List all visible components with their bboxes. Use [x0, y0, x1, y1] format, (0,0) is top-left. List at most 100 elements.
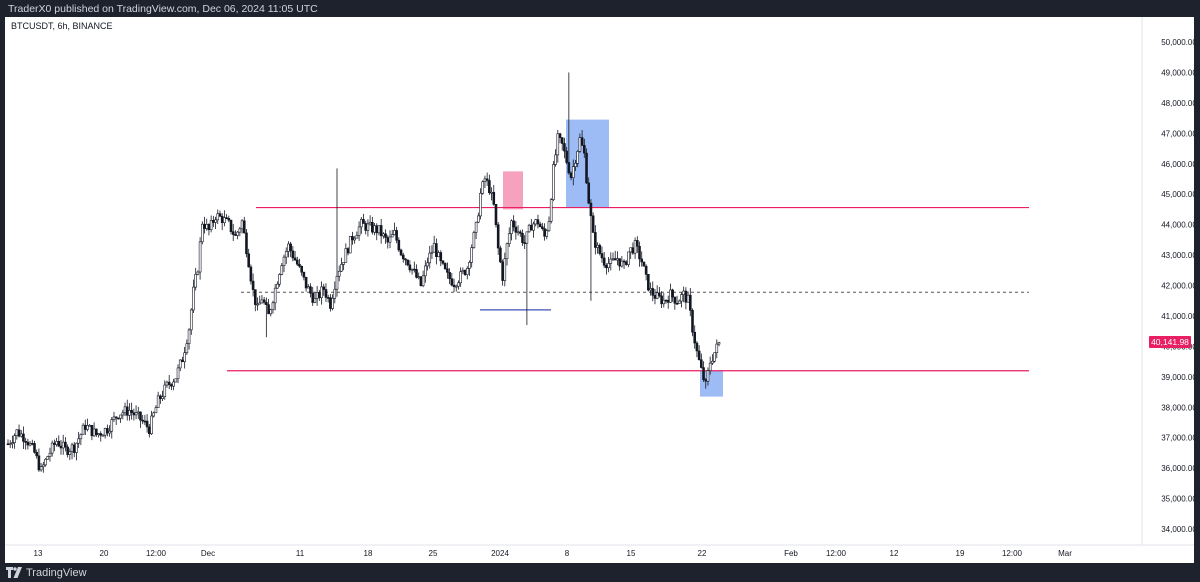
- candle-body: [229, 219, 233, 232]
- candle-body: [315, 291, 319, 299]
- price-chart[interactable]: BTCUSDT, 6h, BINANCE 34,000.0035,000.003…: [5, 17, 1197, 563]
- candle-body: [379, 225, 383, 237]
- candle-body: [53, 442, 56, 445]
- publish-text: TraderX0 published on TradingView.com, D…: [8, 3, 318, 15]
- candle-body: [42, 464, 45, 468]
- candle-body: [227, 218, 231, 221]
- candle-body: [189, 309, 193, 331]
- candle-body: [128, 410, 131, 416]
- candle-body: [417, 276, 421, 279]
- candle-body: [260, 299, 264, 304]
- candle-body: [130, 410, 133, 413]
- candle-body: [492, 191, 496, 205]
- candle-body: [106, 428, 109, 434]
- candle-body: [212, 219, 215, 223]
- candle-body: [585, 152, 588, 184]
- candle-body: [388, 236, 392, 243]
- candle-body: [673, 296, 677, 304]
- y-tick-label: 48,000.00: [1161, 99, 1194, 108]
- price-axis: 34,000.00 35,000.00 36,000.00 37,000.00 38,0…: [1161, 38, 1197, 534]
- candle-series: [6, 72, 721, 473]
- candle-body: [397, 239, 401, 251]
- candle-body: [439, 252, 443, 262]
- candle-body: [664, 299, 668, 302]
- candle-body: [108, 430, 111, 434]
- candle-body: [174, 378, 178, 383]
- candle-body: [717, 342, 721, 345]
- candle-body: [238, 228, 242, 233]
- y-tick-label: 34,000.00: [1161, 525, 1194, 534]
- candle-body: [88, 425, 91, 427]
- candle-body: [97, 433, 100, 436]
- candle-body: [103, 428, 107, 436]
- candle-body: [382, 233, 385, 237]
- candle-body: [443, 263, 447, 270]
- candle-body: [48, 452, 52, 457]
- candle-body: [547, 221, 551, 232]
- candle-body: [13, 435, 16, 443]
- highlight-box: [503, 171, 523, 210]
- candle-body: [591, 215, 595, 233]
- candle-body: [150, 415, 153, 435]
- candle-body: [340, 264, 343, 272]
- x-tick-label: 19: [956, 549, 965, 558]
- candle-body: [145, 420, 149, 428]
- candle-body: [514, 226, 518, 233]
- candle-body: [28, 443, 32, 446]
- candle-body: [287, 243, 290, 252]
- x-tick-label: 12:00: [146, 549, 167, 558]
- x-tick-label: Dec: [201, 549, 215, 558]
- chart-area[interactable]: BTCUSDT, 6h, BINANCE 34,000.00 35,000.00 3…: [5, 17, 1197, 563]
- candle-body: [375, 225, 379, 234]
- candle-body: [24, 441, 27, 443]
- candle-body: [541, 226, 544, 229]
- candle-body: [99, 433, 103, 436]
- candle-body: [565, 150, 568, 163]
- candle-body: [638, 245, 641, 260]
- candle-body: [518, 231, 522, 234]
- candle-body: [225, 217, 228, 219]
- candle-body: [424, 265, 427, 277]
- candle-body: [371, 221, 374, 233]
- candle-body: [479, 192, 482, 217]
- candle-body: [298, 263, 301, 267]
- y-tick-label: 41,000.00: [1161, 312, 1194, 321]
- candle-body: [558, 133, 562, 138]
- candle-body: [620, 260, 624, 267]
- candle-body: [66, 446, 69, 455]
- candle-body: [490, 191, 493, 194]
- candle-body: [640, 258, 644, 263]
- x-tick-label: 12:00: [826, 549, 847, 558]
- candle-body: [265, 301, 268, 305]
- candle-body: [209, 219, 213, 231]
- candle-body: [708, 362, 712, 372]
- y-tick-label: 42,000.00: [1161, 282, 1194, 291]
- candle-body: [185, 343, 189, 354]
- candle-body: [636, 240, 639, 247]
- candle-body: [251, 280, 255, 290]
- y-tick-label: 38,000.00: [1161, 403, 1194, 412]
- candle-body: [134, 412, 138, 416]
- candle-body: [262, 299, 266, 303]
- candle-body: [364, 223, 368, 231]
- candle-body: [271, 302, 275, 311]
- footer-brand: TradingView: [26, 567, 87, 579]
- candle-body: [57, 441, 61, 447]
- candle-body: [602, 257, 606, 266]
- candle-body: [525, 231, 529, 244]
- x-tick-label: 12: [890, 549, 899, 558]
- candle-body: [644, 265, 648, 275]
- candle-body: [156, 395, 160, 408]
- candle-body: [523, 242, 526, 244]
- candle-body: [15, 429, 19, 436]
- candle-body: [72, 444, 76, 453]
- candle-body: [194, 273, 197, 288]
- candle-body: [545, 230, 549, 237]
- candle-body: [205, 224, 209, 229]
- candle-body: [534, 219, 538, 225]
- candle-body: [269, 309, 273, 315]
- candle-body: [187, 329, 191, 345]
- last-price-badge: [1149, 336, 1191, 349]
- time-axis: 13 20 12:00 Dec 11 18 25 2024 8 15 22 Feb 12:00 12 19 1…: [34, 549, 1073, 558]
- candle-body: [426, 262, 429, 267]
